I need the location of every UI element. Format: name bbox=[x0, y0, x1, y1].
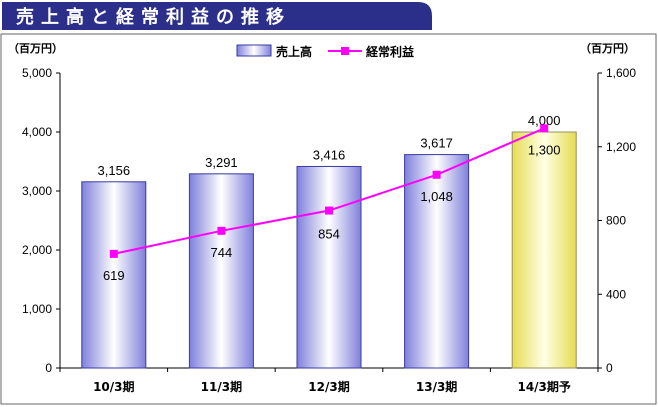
legend-line-label: 経常利益 bbox=[366, 44, 414, 59]
profit-value-label: 1,048 bbox=[420, 189, 453, 204]
x-tick-label: 11/3期 bbox=[201, 379, 242, 394]
legend: 売上高 経常利益 bbox=[236, 44, 414, 59]
bar-value-label: 3,291 bbox=[205, 155, 238, 170]
y-right-tick-label: 1,200 bbox=[606, 140, 636, 154]
bar bbox=[296, 165, 362, 369]
profit-value-label: 744 bbox=[211, 245, 233, 260]
profit-value-label: 619 bbox=[103, 268, 125, 283]
title-banner bbox=[2, 2, 432, 30]
y-left-tick-label: 2,000 bbox=[22, 243, 52, 257]
y-right-tick-label: 800 bbox=[606, 214, 626, 228]
profit-value-label: 854 bbox=[318, 227, 340, 242]
x-tick-label: 10/3期 bbox=[93, 379, 134, 394]
profit-point bbox=[217, 226, 226, 235]
bar bbox=[511, 131, 577, 369]
plot-area: 0 1,000 2,000 3,000 4,000 5,000 0 400 800 1,200 1,… bbox=[22, 66, 636, 394]
y-left-tick-label: 0 bbox=[45, 361, 52, 375]
bar bbox=[188, 173, 254, 369]
legend-bar-label: 売上高 bbox=[276, 44, 312, 59]
y-right-tick-label: 400 bbox=[606, 287, 626, 301]
bar-value-label: 3,156 bbox=[98, 163, 131, 178]
y-right-tick-label: 1,600 bbox=[606, 66, 636, 80]
profit-point bbox=[325, 206, 333, 215]
y-left-tick-label: 3,000 bbox=[22, 184, 52, 198]
y-right-tick-label: 0 bbox=[606, 361, 613, 375]
bar-value-label: 4,000 bbox=[528, 113, 561, 128]
profit-point bbox=[109, 249, 118, 258]
profit-point bbox=[540, 124, 549, 133]
y-left-tick-label: 5,000 bbox=[22, 66, 52, 80]
bar bbox=[404, 154, 470, 369]
legend-line-marker bbox=[341, 47, 349, 55]
legend-bar-swatch bbox=[236, 44, 272, 57]
profit-value-label: 1,300 bbox=[528, 142, 561, 157]
x-tick-label: 14/3期予 bbox=[517, 379, 570, 394]
bar-value-label: 3,617 bbox=[420, 136, 453, 151]
bar bbox=[81, 181, 147, 369]
profit-point bbox=[432, 170, 441, 179]
x-tick-label: 13/3期 bbox=[416, 379, 457, 394]
y-left-tick-label: 4,000 bbox=[22, 125, 52, 139]
x-tick-label: 12/3期 bbox=[308, 379, 349, 394]
y-left-tick-label: 1,000 bbox=[22, 302, 52, 316]
chart-title: 売上高と経常利益の推移 bbox=[16, 6, 291, 28]
bar-value-label: 3,416 bbox=[313, 147, 346, 162]
y-right-unit: （百万円） bbox=[580, 42, 635, 55]
y-left-unit: （百万円） bbox=[8, 42, 63, 55]
